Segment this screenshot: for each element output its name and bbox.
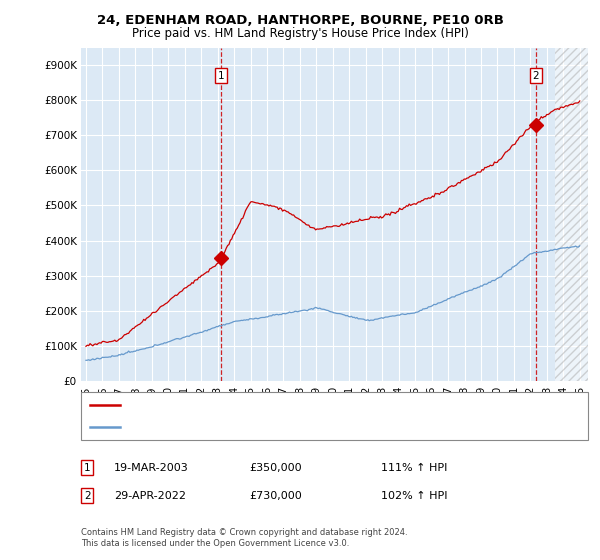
Text: 29-APR-2022: 29-APR-2022 — [114, 491, 186, 501]
Text: 1: 1 — [218, 71, 224, 81]
Text: Price paid vs. HM Land Registry's House Price Index (HPI): Price paid vs. HM Land Registry's House … — [131, 27, 469, 40]
Text: 1: 1 — [84, 463, 91, 473]
Text: HPI: Average price, detached house, South Kesteven: HPI: Average price, detached house, Sout… — [126, 422, 388, 432]
Text: 102% ↑ HPI: 102% ↑ HPI — [381, 491, 448, 501]
Text: 24, EDENHAM ROAD, HANTHORPE, BOURNE, PE10 0RB: 24, EDENHAM ROAD, HANTHORPE, BOURNE, PE1… — [97, 14, 503, 27]
Text: 2: 2 — [533, 71, 539, 81]
Text: £350,000: £350,000 — [249, 463, 302, 473]
Text: 2: 2 — [84, 491, 91, 501]
Text: 24, EDENHAM ROAD, HANTHORPE, BOURNE, PE10 0RB (detached house): 24, EDENHAM ROAD, HANTHORPE, BOURNE, PE1… — [126, 400, 490, 410]
Text: 19-MAR-2003: 19-MAR-2003 — [114, 463, 189, 473]
Text: Contains HM Land Registry data © Crown copyright and database right 2024.
This d: Contains HM Land Registry data © Crown c… — [81, 528, 407, 548]
Text: 111% ↑ HPI: 111% ↑ HPI — [381, 463, 448, 473]
Text: £730,000: £730,000 — [249, 491, 302, 501]
